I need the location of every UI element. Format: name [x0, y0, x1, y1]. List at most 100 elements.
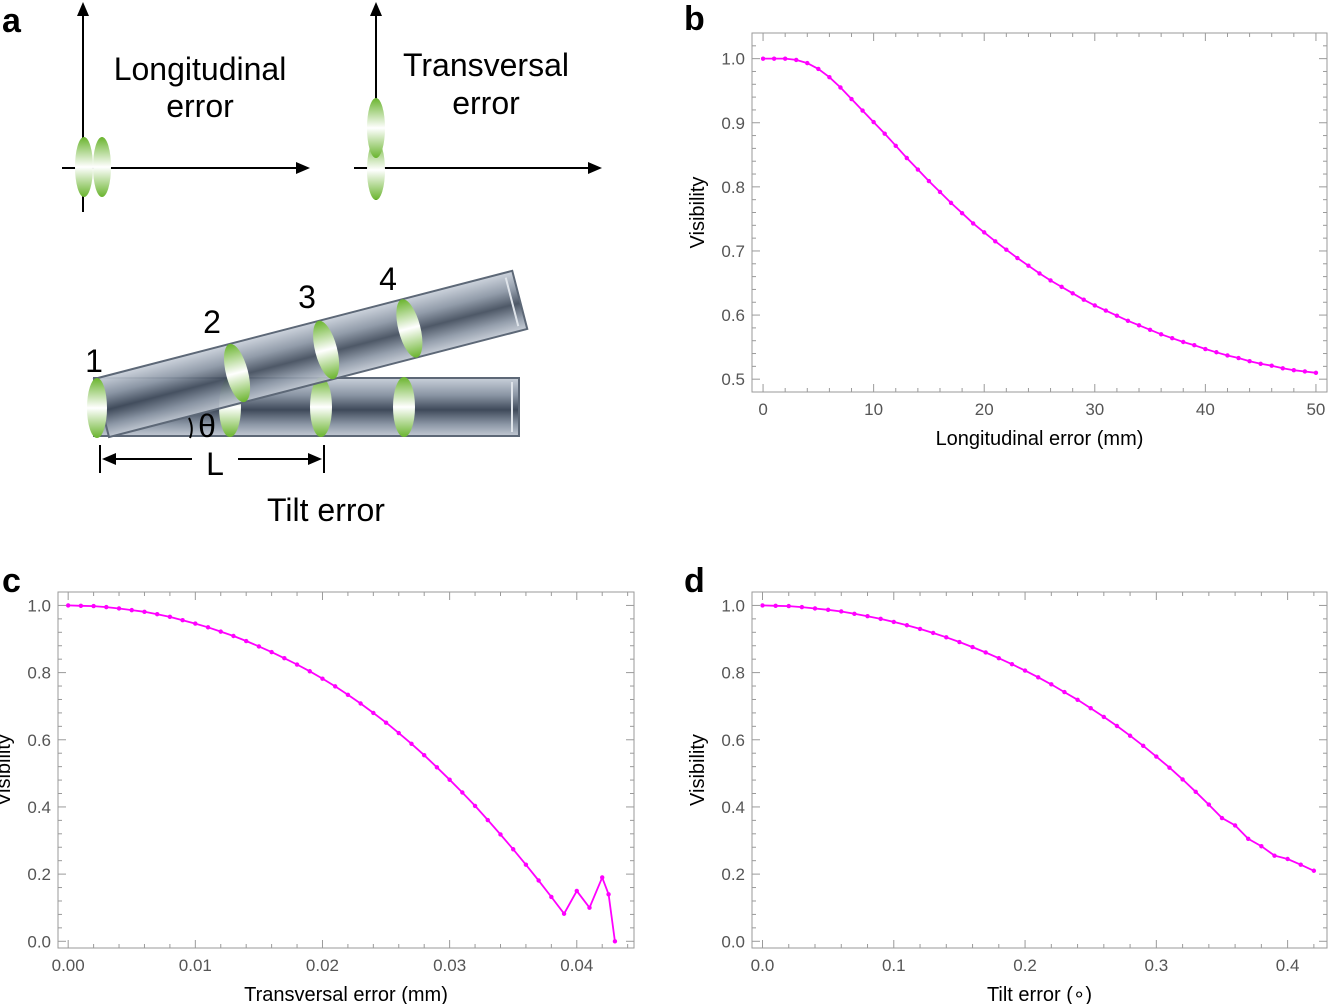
lens-icon	[93, 137, 111, 197]
data-point	[1125, 318, 1131, 324]
data-point	[1236, 355, 1241, 361]
data-point	[1035, 675, 1041, 680]
transversal-label-line2: error	[452, 85, 520, 121]
data-point	[773, 603, 778, 608]
data-point	[839, 609, 844, 614]
data-point	[606, 892, 611, 897]
data-point	[1088, 706, 1093, 711]
series-line	[762, 604, 1315, 872]
data-point	[970, 644, 975, 650]
data-point	[1004, 247, 1009, 252]
x-tick-label: 0	[758, 400, 767, 419]
data-point	[1219, 815, 1225, 821]
x-tick-label: 0.00	[52, 956, 85, 975]
lens-number-3: 3	[298, 279, 316, 315]
angle-arc	[188, 417, 193, 439]
data-point	[1259, 844, 1264, 849]
data-point	[860, 108, 865, 113]
data-point	[1313, 370, 1319, 375]
x-tick-label: 0.02	[306, 956, 339, 975]
data-point	[1062, 689, 1067, 695]
y-tick-label: 0.6	[721, 731, 745, 750]
chart-longitudinal: 0 10 20 30 40 50 0.5 0.6 0.7 0.8 0.9 1.0 Longitudina…	[687, 32, 1328, 450]
data-point	[307, 669, 312, 674]
data-point	[1180, 777, 1185, 782]
data-point	[205, 625, 211, 630]
data-point	[1298, 862, 1303, 867]
data-point	[447, 777, 452, 782]
data-point	[852, 611, 857, 617]
data-point	[904, 623, 910, 628]
data-point	[893, 143, 898, 149]
data-point	[957, 639, 962, 645]
data-point	[612, 939, 618, 944]
lens-icon	[367, 140, 385, 200]
data-point	[1070, 291, 1075, 296]
lens-number-2: 2	[203, 304, 221, 340]
y-tick-label: 0.6	[721, 306, 745, 325]
data-point	[827, 75, 832, 80]
data-point	[982, 230, 987, 235]
data-point	[523, 862, 529, 867]
x-tick-label: 0.2	[1013, 956, 1037, 975]
data-point	[849, 96, 854, 102]
panel-letter-a: a	[2, 2, 22, 40]
data-point	[983, 650, 988, 655]
transversal-diagram: Transversal error	[354, 2, 602, 200]
data-point	[1258, 361, 1263, 366]
y-tick-label: 0.8	[721, 178, 745, 197]
data-point	[1101, 714, 1107, 720]
data-point	[1114, 723, 1120, 729]
data-point	[180, 618, 185, 623]
y-tick-label: 1.0	[27, 596, 51, 615]
data-point	[805, 60, 810, 66]
panel-letter-c: c	[2, 562, 21, 600]
arrowhead-icon	[308, 453, 322, 465]
data-point	[825, 607, 831, 612]
data-point	[1103, 308, 1109, 313]
data-point	[1015, 255, 1020, 261]
data-point	[269, 649, 274, 655]
arrowhead-icon	[370, 2, 382, 16]
tube-end-rim	[504, 277, 520, 327]
data-point	[332, 684, 338, 689]
y-tick-label: 0.4	[27, 798, 51, 817]
data-point	[574, 888, 579, 894]
x-tick-label: 40	[1196, 400, 1215, 419]
data-point	[812, 606, 818, 611]
lens-icon	[75, 137, 93, 197]
x-tick-label: 0.3	[1145, 956, 1169, 975]
data-point	[65, 603, 71, 608]
data-point	[915, 167, 921, 172]
data-point	[1206, 802, 1212, 807]
x-tick-label: 20	[975, 400, 994, 419]
plot-frame	[751, 591, 1328, 949]
plot-frame	[57, 591, 635, 949]
y-tick-label: 0.4	[721, 798, 745, 817]
data-point	[104, 604, 109, 610]
y-tick-label: 0.8	[27, 664, 51, 683]
data-point	[865, 613, 870, 619]
lens-icon	[396, 299, 423, 358]
lens-number-4: 4	[379, 261, 397, 297]
y-tick-label: 0.2	[721, 865, 745, 884]
y-axis-label: Visibility	[687, 734, 709, 806]
data-point	[937, 189, 943, 195]
data-point	[1192, 343, 1197, 348]
data-point	[786, 603, 791, 609]
data-point	[926, 178, 932, 184]
x-tick-label: 30	[1085, 400, 1104, 419]
longitudinal-label-line2: error	[166, 88, 234, 124]
data-point	[891, 619, 896, 625]
data-point	[1127, 733, 1133, 738]
data-point	[1158, 332, 1164, 337]
data-point	[498, 832, 503, 837]
data-point	[878, 616, 883, 622]
data-point	[771, 56, 777, 61]
lens-number-1: 1	[85, 343, 103, 379]
data-point	[587, 905, 592, 910]
y-tick-label: 1.0	[721, 50, 745, 69]
chart-transversal: 0.00 0.01 0.02 0.03 0.04 0.0 0.2 0.4 0.6 0.8 1.0 Tr…	[0, 591, 635, 1004]
y-axis-label: Visibility	[0, 734, 15, 806]
data-point	[129, 607, 134, 613]
